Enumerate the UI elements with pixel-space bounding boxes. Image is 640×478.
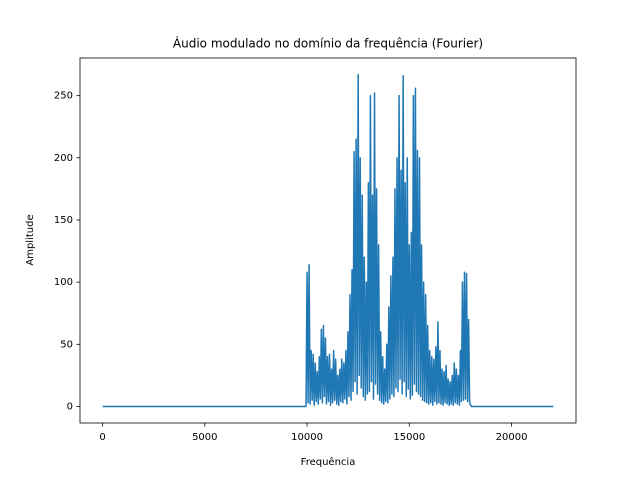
y-tick-label: 50 xyxy=(60,339,73,350)
data-line xyxy=(102,73,554,408)
x-tick-label: 5000 xyxy=(192,432,217,443)
y-tick-label: 250 xyxy=(54,91,73,102)
y-tick-label: 100 xyxy=(54,277,73,288)
x-tick-label: 15000 xyxy=(393,432,425,443)
chart-title: Áudio modulado no domínio da frequência … xyxy=(173,36,483,51)
x-axis-label: Frequência xyxy=(301,456,356,468)
y-axis-label: Amplitude xyxy=(25,214,36,265)
y-tick-label: 0 xyxy=(67,401,73,412)
y-tick-label: 150 xyxy=(54,215,73,226)
x-tick-label: 10000 xyxy=(291,432,323,443)
plot-frame xyxy=(79,57,577,424)
y-tick-label: 200 xyxy=(54,153,73,164)
x-tick-label: 20000 xyxy=(496,432,528,443)
x-tick-label: 0 xyxy=(99,432,105,443)
